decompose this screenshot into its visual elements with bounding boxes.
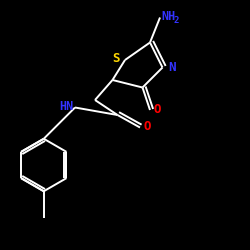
Text: O: O	[154, 103, 161, 116]
Text: N: N	[168, 61, 176, 74]
Text: 2: 2	[173, 16, 179, 25]
Text: HN: HN	[60, 100, 74, 113]
Text: O: O	[144, 120, 151, 133]
Text: NH: NH	[161, 10, 176, 23]
Text: S: S	[112, 52, 120, 65]
